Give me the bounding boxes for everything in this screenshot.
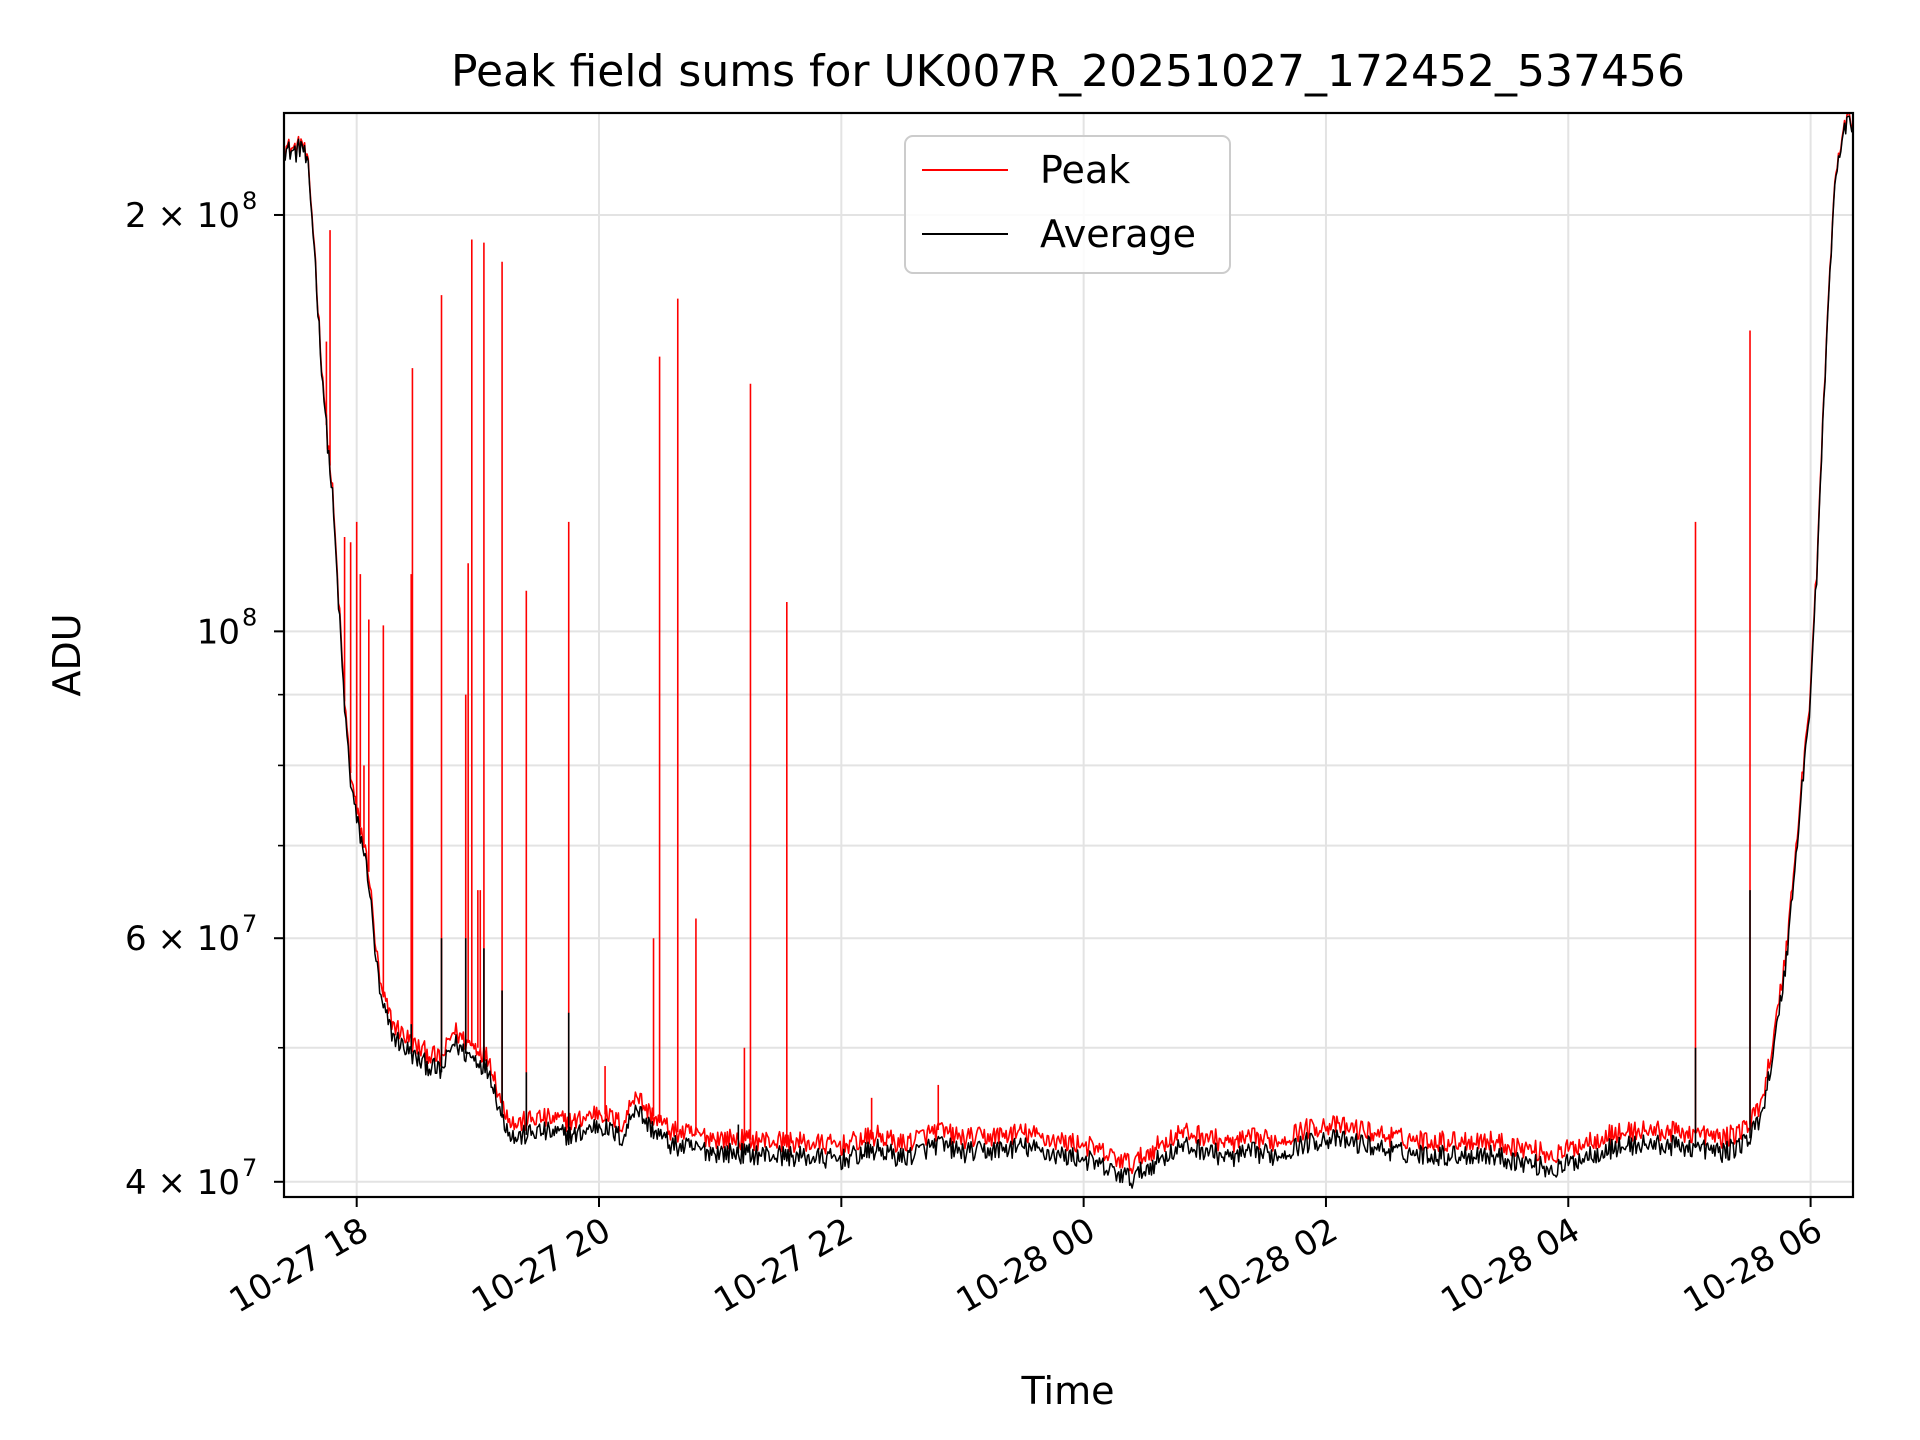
legend-label-average: Average <box>1040 212 1196 256</box>
y-tick-exponent: 7 <box>242 1154 257 1182</box>
plot-area-frame <box>282 111 1855 1199</box>
x-tick-label: 10-28 02 <box>1192 1210 1344 1321</box>
series-line-average <box>284 115 1853 1189</box>
y-tick-label: 10 <box>197 612 240 652</box>
y-tick-exponent: 7 <box>242 910 257 938</box>
x-tick-label: 10-28 04 <box>1434 1210 1586 1321</box>
y-tick-exponent: 8 <box>242 603 257 631</box>
x-tick-label: 10-27 18 <box>223 1210 375 1321</box>
series-line-peak <box>284 113 1853 1175</box>
x-tick-label: 10-28 00 <box>950 1210 1102 1321</box>
y-tick-exponent: 8 <box>242 187 257 215</box>
x-tick-label: 10-27 22 <box>707 1210 859 1321</box>
x-axis: 10-27 18 10-27 20 10-27 22 10-28 00 10-28 02… <box>223 1197 1829 1321</box>
x-axis-label: Time <box>1021 1369 1115 1413</box>
chart-title: Peak field sums for UK007R_20251027_1724… <box>451 46 1685 97</box>
legend-label-peak: Peak <box>1040 148 1130 192</box>
grid-lines <box>284 113 1853 1197</box>
x-tick-label: 10-28 06 <box>1677 1210 1829 1321</box>
y-axis-label: ADU <box>45 613 89 696</box>
y-axis: 4 × 10 76 × 10 710 82 × 10 8 <box>125 187 284 1203</box>
y-tick-label: 4 × 10 <box>125 1163 240 1203</box>
y-tick-label: 6 × 10 <box>125 919 240 959</box>
legend: Peak Average <box>904 135 1231 274</box>
x-tick-label: 10-27 20 <box>465 1210 617 1321</box>
series-layer <box>284 113 1853 1189</box>
y-tick-label: 2 × 10 <box>125 196 240 236</box>
